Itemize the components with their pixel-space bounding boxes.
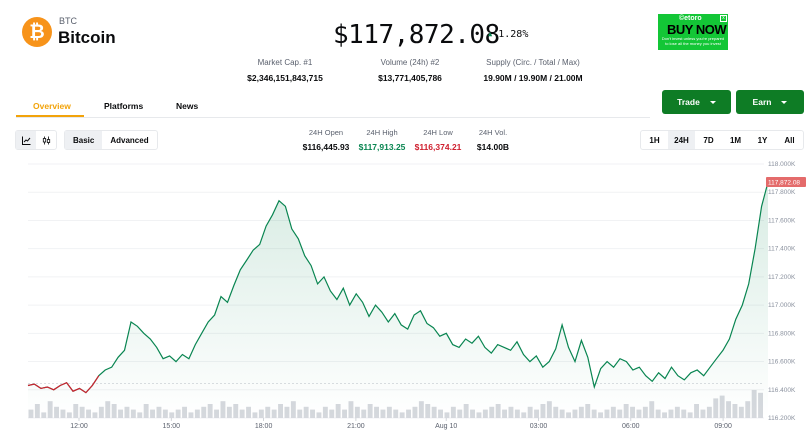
day-high-stat: 24H High $117,913.25 — [347, 128, 417, 152]
x-tick-label: 18:00 — [255, 423, 273, 430]
section-tabs: Overview Platforms News — [16, 92, 650, 118]
volume-stat: Volume (24h) #2 $13,771,405,786 — [360, 58, 460, 83]
y-tick-label: 118.000K — [768, 161, 796, 168]
stat-label: Volume (24h) #2 — [380, 58, 440, 67]
day-volume-stat: 24H Vol. $14.00B — [458, 128, 528, 152]
y-tick-label: 117.200K — [768, 274, 796, 281]
day-stat-value: $117,913.25 — [358, 142, 406, 152]
day-stat-label: 24H Vol. — [478, 128, 508, 137]
stat-value: $2,346,151,843,715 — [247, 73, 323, 83]
etoro-ad-banner[interactable]: ©etoro x BUY NOW Don't invest unless you… — [658, 14, 728, 50]
tab-news[interactable]: News — [176, 101, 199, 111]
price-line — [27, 181, 769, 394]
ad-cta[interactable]: BUY NOW — [667, 22, 727, 37]
stat-label: Supply (Circ. / Total / Max) — [486, 58, 580, 67]
candlestick-icon[interactable] — [36, 131, 56, 149]
ad-disclaimer: Don't invest unless you're prepared to l… — [661, 36, 725, 46]
x-tick-label: 21:00 — [347, 423, 365, 430]
line-chart-icon[interactable] — [16, 131, 36, 149]
earn-label: Earn — [752, 97, 772, 107]
chart-mode-toggle: Basic Advanced — [64, 130, 158, 150]
day-low-stat: 24H Low $116,374.21 — [403, 128, 473, 152]
y-tick-label: 117.400K — [768, 246, 796, 253]
active-tab-indicator — [16, 115, 84, 117]
price-area — [28, 182, 768, 418]
day-stat-label: 24H Open — [308, 128, 344, 137]
x-tick-label: Aug 10 — [435, 423, 457, 430]
day-stat-label: 24H Low — [423, 128, 453, 137]
price-change: ▲ 1.28% — [488, 29, 528, 40]
basic-mode-button[interactable]: Basic — [65, 131, 103, 149]
supply-stat: Supply (Circ. / Total / Max) 19.90M / 19… — [473, 58, 593, 83]
range-all[interactable]: All — [784, 135, 795, 145]
current-price-tag — [766, 177, 806, 188]
coin-symbol: BTC — [59, 16, 77, 26]
range-24h[interactable]: 24H — [668, 131, 695, 149]
ad-close-icon[interactable]: x — [720, 15, 727, 22]
day-stat-value: $116,374.21 — [414, 142, 462, 152]
x-tick-label: 09:00 — [714, 423, 732, 430]
tab-overview[interactable]: Overview — [33, 101, 71, 111]
day-stat-value: $14.00B — [476, 142, 510, 152]
tab-platforms[interactable]: Platforms — [104, 101, 144, 111]
day-stat-value: $116,445.93 — [302, 142, 350, 152]
price-chart[interactable]: 118.000K 117.800K 117.600K 117.400K 117.200K… — [0, 156, 810, 436]
range-1m[interactable]: 1M — [729, 135, 742, 145]
stat-label: Market Cap. #1 — [257, 58, 313, 67]
time-range-selector: 1H 24H 7D 1M 1Y All — [640, 130, 804, 150]
chevron-down-icon — [709, 100, 716, 104]
below-open-line — [27, 375, 100, 394]
y-tick-label: 117.000K — [768, 302, 796, 309]
day-open-stat: 24H Open $116,445.93 — [291, 128, 361, 152]
y-tick-label: 116.600K — [768, 359, 796, 366]
current-price-tag-label: 117,872.08 — [768, 180, 800, 187]
price-change-value: 1.28% — [498, 29, 529, 40]
chart-type-toggle — [15, 130, 57, 150]
x-tick-label: 12:00 — [70, 423, 88, 430]
bitcoin-logo-icon: ₿ — [22, 17, 52, 47]
stat-value: $13,771,405,786 — [378, 73, 442, 83]
day-stat-label: 24H High — [366, 128, 398, 137]
advanced-mode-button[interactable]: Advanced — [110, 135, 149, 145]
x-tick-label: 03:00 — [530, 423, 548, 430]
chevron-down-icon — [781, 100, 788, 104]
x-tick-label: 15:00 — [163, 423, 181, 430]
range-1h[interactable]: 1H — [649, 135, 660, 145]
y-tick-label: 117.600K — [768, 217, 796, 224]
ad-brand: ©etoro — [679, 15, 702, 22]
y-tick-label: 116.200K — [768, 415, 796, 422]
range-1y[interactable]: 1Y — [757, 135, 768, 145]
range-7d[interactable]: 7D — [703, 135, 714, 145]
y-tick-label: 116.400K — [768, 387, 796, 394]
y-tick-label: 116.800K — [768, 330, 796, 337]
current-price: $117,872.08 — [333, 20, 500, 50]
market-cap-stat: Market Cap. #1 $2,346,151,843,715 — [235, 58, 335, 83]
up-arrow-icon: ▲ — [488, 30, 493, 38]
earn-button[interactable]: Earn — [736, 90, 804, 114]
stat-value: 19.90M / 19.90M / 21.00M — [483, 73, 583, 83]
trade-label: Trade — [677, 97, 700, 107]
coin-name: Bitcoin — [58, 28, 116, 47]
x-tick-label: 06:00 — [622, 423, 640, 430]
y-tick-label: 117.800K — [768, 189, 796, 196]
trade-button[interactable]: Trade — [662, 90, 731, 114]
